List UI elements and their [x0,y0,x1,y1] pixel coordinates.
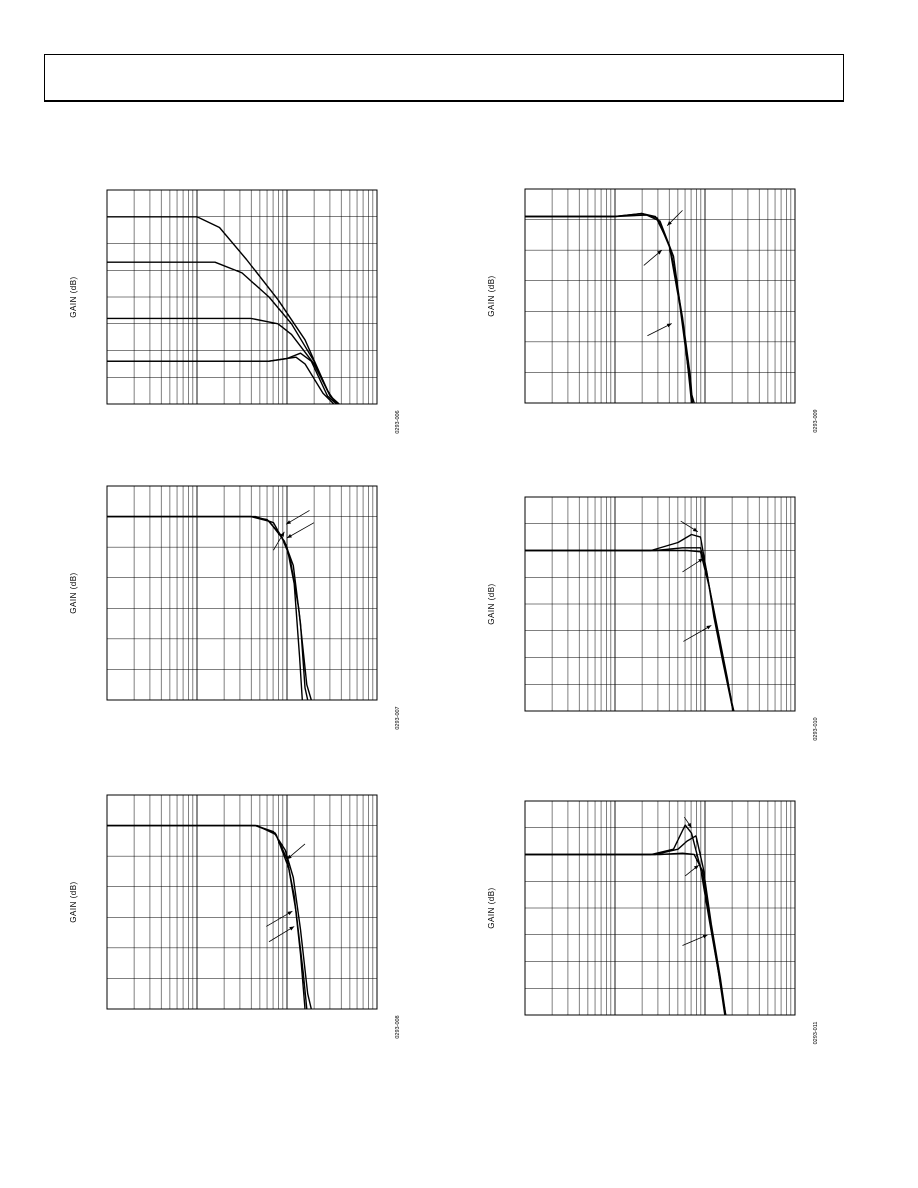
callout-arrowhead [692,527,698,532]
gain-chart-2: GAIN (dB) 0293-007 [69,485,401,730]
callout-arrowhead [286,520,292,525]
series-line-3 [525,852,726,1016]
callout-arrow-2 [286,522,315,539]
gain-chart-4: GAIN (dB) 0293-009 [487,188,819,433]
callout-arrowhead [702,934,708,939]
callout-arrowhead [693,865,699,870]
callout-arrowhead [657,250,662,255]
gain-chart-5: GAIN (dB) 0293-010 [487,496,819,741]
grid [106,795,377,1009]
callout-arrow-2 [266,910,293,927]
callout-arrowhead [287,534,292,538]
series-line-3 [525,549,734,712]
callout-arrowhead [687,822,692,828]
figure-id: 0293-011 [813,1022,819,1045]
plot-frame [106,794,378,1010]
plot-frame [106,189,378,405]
plot-frame [524,800,796,1016]
plot-frame [524,188,796,404]
grid [524,497,795,711]
series-line-2 [107,261,338,405]
series-line-2 [525,835,727,1016]
callout-arrow-3 [683,625,712,642]
plot-frame [524,496,796,712]
grid [106,190,377,404]
series-line-5 [107,356,335,405]
callout-arrowhead [698,558,704,563]
series-line-3 [107,824,308,1010]
series-line-3 [525,214,693,404]
figure-id: 0293-006 [395,410,401,433]
series-line-2 [525,547,735,712]
callout-arrow-3 [268,926,295,943]
y-axis-label: GAIN (dB) [487,583,496,624]
grid [524,189,795,403]
callout-arrowhead [280,531,285,537]
callout-arrowhead [667,221,672,226]
grid [106,486,377,700]
gain-chart-1: GAIN (dB) 0293-006 [69,189,401,434]
series-line-1 [107,216,338,405]
series-line-3 [107,515,303,701]
figure-id: 0293-007 [395,706,401,729]
y-axis-label: GAIN (dB) [69,881,78,922]
series-line-1 [525,824,727,1016]
series-line-1 [525,212,695,404]
callout-arrowhead [666,323,672,328]
figure-id: 0293-009 [813,409,819,432]
figure-id: 0293-008 [395,1015,401,1038]
figure-id: 0293-010 [813,717,819,740]
callout-arrowhead [289,926,295,931]
page-header-box [44,54,844,102]
y-axis-label: GAIN (dB) [487,887,496,928]
gain-chart-6: GAIN (dB) 0293-011 [487,800,819,1045]
plot-frame [106,485,378,701]
series-line-3 [107,317,340,405]
gain-chart-3: GAIN (dB) 0293-008 [69,794,401,1039]
y-axis-label: GAIN (dB) [487,275,496,316]
y-axis-label: GAIN (dB) [69,276,78,317]
callout-arrowhead [287,854,292,860]
grid [524,801,795,1015]
y-axis-label: GAIN (dB) [69,572,78,613]
callout-arrowhead [287,911,293,916]
callout-arrowhead [706,625,712,630]
